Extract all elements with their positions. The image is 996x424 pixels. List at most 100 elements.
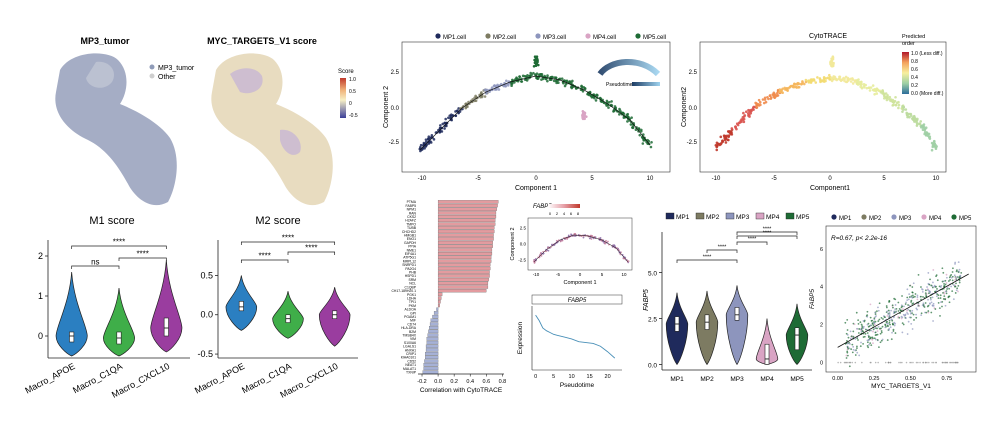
legend-label-mp1: MP1 (839, 216, 852, 222)
cell-point (570, 81, 573, 84)
scatter-point (886, 315, 889, 317)
scatter-point (904, 317, 907, 319)
umap-myc-title: MYC_TARGETS_V1 score (207, 36, 317, 46)
scatter-point (891, 304, 894, 307)
scatter-point (945, 292, 948, 295)
cell-point (775, 92, 779, 95)
cell-point (864, 83, 867, 87)
legend-label-mp5: MP5 (796, 214, 810, 221)
scatter-point (850, 348, 853, 351)
scatter-point (857, 339, 859, 341)
cell-point (717, 142, 721, 146)
cyto-legend-tick: 0.0 (More diff.) (911, 91, 944, 97)
scatter-point (866, 314, 869, 317)
scatter-point (927, 310, 930, 312)
scatter-point (913, 319, 915, 321)
scatter-point (878, 327, 881, 330)
cell-point (626, 120, 629, 123)
cell-point (742, 111, 745, 115)
scatter-point (847, 336, 850, 339)
score-tick-2: 0.5 (349, 89, 356, 95)
cell-point (439, 124, 442, 127)
cell-point (873, 88, 877, 91)
y-tick-label: 0.0 (648, 362, 657, 369)
cell-point (917, 122, 921, 125)
x-tick-label: 10 (933, 176, 940, 182)
cell-point (429, 141, 433, 144)
x-tick-label: 15 (587, 374, 593, 380)
legend-dot-mp2 (485, 33, 491, 39)
correlation-bar (432, 314, 439, 319)
cell-point (454, 110, 457, 113)
cell-point (457, 107, 460, 110)
scatter-point (931, 304, 934, 307)
correlation-bar (437, 214, 497, 219)
legend-dot-mp2 (861, 214, 867, 220)
scatter-point (925, 289, 927, 292)
gene-label: TMSB4X (402, 333, 416, 337)
gene-label: PTMA (407, 200, 417, 204)
scatter-point (844, 361, 847, 364)
scatter-point (871, 322, 874, 325)
correlation-bar (429, 322, 439, 326)
correlation-bar (437, 237, 494, 241)
scatter-point (953, 274, 956, 277)
scatter-point (888, 319, 891, 322)
y-tick-label: 2.5 (391, 70, 400, 76)
scatter-point (899, 361, 902, 364)
cell-point (905, 113, 909, 117)
cell-point (824, 77, 828, 80)
scatter-point (913, 295, 916, 298)
scatter-point (931, 286, 934, 289)
scatter-point (945, 290, 947, 293)
legend-swatch-mp5 (785, 212, 795, 220)
cell-point (902, 108, 905, 111)
x-tick-label: -5 (475, 176, 481, 182)
scatter-point (856, 337, 859, 340)
scatter-point (927, 304, 930, 307)
scatter-point (912, 313, 915, 316)
y-axis-label: FABP5 (643, 289, 650, 311)
cyto-legend-tick: 0.2 (911, 83, 918, 89)
scatter-point (892, 328, 895, 331)
scatter-point (931, 296, 934, 299)
x-axis-label: Component 1 (563, 280, 596, 286)
y-tick-label: 4 (820, 285, 823, 291)
scatter-point (854, 349, 857, 352)
cell-point (920, 126, 923, 129)
scatter-frame (825, 225, 977, 373)
gene-label: PPIA (408, 245, 416, 249)
scatter-point (891, 319, 894, 322)
cell-point (728, 130, 732, 133)
scatter-point (944, 304, 947, 307)
box-iqr (163, 317, 169, 337)
cell-point (537, 256, 540, 259)
scatter-point (886, 320, 888, 323)
cell-point (754, 101, 757, 105)
y-tick-label: 5.0 (648, 270, 657, 277)
scatter-point (851, 343, 854, 346)
cell-point (504, 84, 507, 88)
scatter-point (942, 291, 944, 294)
scatter-point (954, 261, 957, 264)
scatter-point (932, 320, 934, 322)
scatter-point (877, 325, 880, 328)
scatter-point (911, 328, 914, 330)
scatter-point (929, 297, 932, 299)
cell-point (875, 87, 879, 91)
cell-point (419, 149, 422, 153)
scatter-point (956, 287, 959, 290)
fit-line (837, 273, 969, 348)
gene-label: ALDOA (405, 308, 417, 312)
scatter-point (902, 308, 904, 310)
correlation-bar (437, 285, 489, 289)
scatter-point (887, 325, 889, 328)
scatter-point (910, 361, 912, 364)
scatter-point (862, 327, 865, 330)
scatter-point (851, 351, 854, 354)
cell-point (770, 96, 773, 99)
cell-point (875, 92, 879, 95)
scatter-point (914, 293, 917, 295)
cell-point (740, 120, 743, 124)
scatter-point (945, 276, 948, 279)
